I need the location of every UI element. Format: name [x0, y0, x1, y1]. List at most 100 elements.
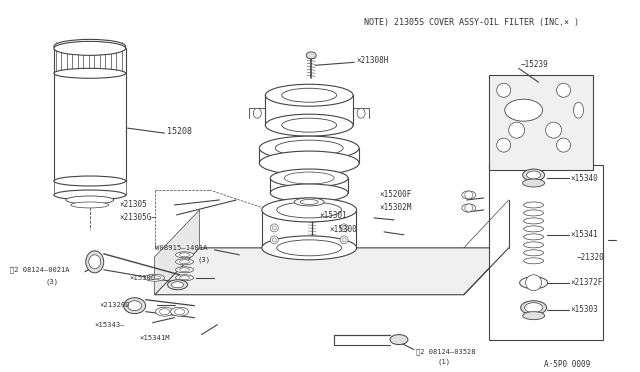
Text: ×15301: ×15301 [319, 211, 347, 221]
Text: ×15302M: ×15302M [379, 203, 412, 212]
Text: ×15303: ×15303 [570, 305, 598, 314]
Ellipse shape [262, 198, 356, 222]
Ellipse shape [276, 202, 342, 218]
Ellipse shape [524, 210, 543, 216]
Ellipse shape [520, 277, 548, 289]
Ellipse shape [266, 114, 353, 136]
Ellipse shape [505, 99, 543, 121]
Ellipse shape [259, 136, 359, 160]
Text: ×15300—: ×15300— [130, 275, 160, 281]
Ellipse shape [527, 171, 541, 179]
Ellipse shape [523, 312, 545, 320]
Text: ×15300: ×15300 [329, 225, 357, 234]
Ellipse shape [294, 198, 324, 206]
Text: −21320: −21320 [577, 253, 604, 262]
Circle shape [340, 224, 348, 232]
Circle shape [340, 236, 348, 244]
Circle shape [509, 122, 525, 138]
Ellipse shape [89, 255, 100, 269]
Ellipse shape [180, 260, 189, 264]
Text: ×21305G—: ×21305G— [120, 214, 157, 222]
Ellipse shape [180, 268, 189, 272]
Text: NOTE) 21305S COVER ASSY-OIL FILTER (INC.× ): NOTE) 21305S COVER ASSY-OIL FILTER (INC.… [364, 18, 579, 27]
Circle shape [557, 83, 570, 97]
Ellipse shape [282, 118, 337, 132]
Text: ×21320D: ×21320D [100, 302, 131, 308]
Ellipse shape [262, 236, 356, 260]
Ellipse shape [175, 267, 193, 273]
Ellipse shape [524, 242, 543, 248]
Ellipse shape [54, 190, 125, 200]
Ellipse shape [524, 202, 543, 208]
Ellipse shape [524, 226, 543, 232]
Circle shape [270, 224, 278, 232]
Ellipse shape [524, 218, 543, 224]
Ellipse shape [259, 151, 359, 175]
Ellipse shape [300, 199, 318, 205]
Text: (3): (3) [198, 257, 211, 263]
Ellipse shape [275, 140, 343, 156]
Ellipse shape [276, 240, 342, 256]
Ellipse shape [82, 44, 98, 53]
Text: ×21372F: ×21372F [570, 278, 603, 287]
Ellipse shape [54, 41, 125, 55]
Text: A·5P0 0009: A·5P0 0009 [543, 360, 590, 369]
Bar [489, 75, 593, 170]
Ellipse shape [253, 108, 261, 118]
Text: ×15200F: ×15200F [379, 190, 412, 199]
Circle shape [545, 122, 561, 138]
Polygon shape [155, 248, 509, 295]
Circle shape [342, 226, 346, 230]
Ellipse shape [284, 172, 334, 184]
Text: W08915—1401A: W08915—1401A [155, 245, 207, 251]
Text: ×15340: ×15340 [570, 173, 598, 183]
Ellipse shape [175, 275, 193, 281]
Ellipse shape [71, 202, 109, 208]
Ellipse shape [180, 276, 189, 280]
Ellipse shape [524, 250, 543, 256]
Text: ×15341M: ×15341M [140, 334, 170, 341]
Ellipse shape [175, 259, 193, 265]
Circle shape [270, 236, 278, 244]
Circle shape [465, 204, 473, 212]
Ellipse shape [282, 88, 337, 102]
Ellipse shape [306, 52, 316, 59]
Ellipse shape [159, 309, 170, 315]
Ellipse shape [175, 252, 193, 258]
Ellipse shape [172, 282, 184, 288]
Ellipse shape [148, 276, 161, 280]
Ellipse shape [66, 196, 114, 204]
Ellipse shape [170, 307, 189, 316]
Ellipse shape [86, 251, 104, 273]
Text: (1): (1) [437, 358, 451, 365]
Ellipse shape [462, 204, 476, 212]
Text: ⑂2 08124—03528: ⑂2 08124—03528 [416, 348, 476, 355]
Ellipse shape [54, 39, 125, 53]
Circle shape [497, 138, 511, 152]
Circle shape [465, 191, 473, 199]
Circle shape [525, 275, 541, 291]
Ellipse shape [54, 68, 125, 78]
Ellipse shape [525, 303, 543, 313]
Ellipse shape [124, 298, 146, 314]
Polygon shape [155, 210, 200, 295]
Ellipse shape [462, 191, 476, 199]
Ellipse shape [390, 335, 408, 344]
Text: ⑂2 08124—0021A: ⑂2 08124—0021A [10, 266, 70, 273]
Circle shape [272, 226, 276, 230]
Circle shape [497, 83, 511, 97]
Ellipse shape [524, 234, 543, 240]
Ellipse shape [573, 102, 584, 118]
Circle shape [272, 238, 276, 242]
Text: ×15341: ×15341 [570, 230, 598, 239]
Ellipse shape [357, 108, 365, 118]
Ellipse shape [175, 309, 184, 315]
Text: ×21308H: ×21308H [356, 56, 388, 65]
Ellipse shape [270, 169, 348, 187]
Text: 15208: 15208 [166, 126, 191, 136]
Ellipse shape [524, 258, 543, 264]
Circle shape [557, 138, 570, 152]
Text: ×15343—: ×15343— [95, 322, 125, 328]
Ellipse shape [145, 274, 164, 281]
Ellipse shape [266, 84, 353, 106]
